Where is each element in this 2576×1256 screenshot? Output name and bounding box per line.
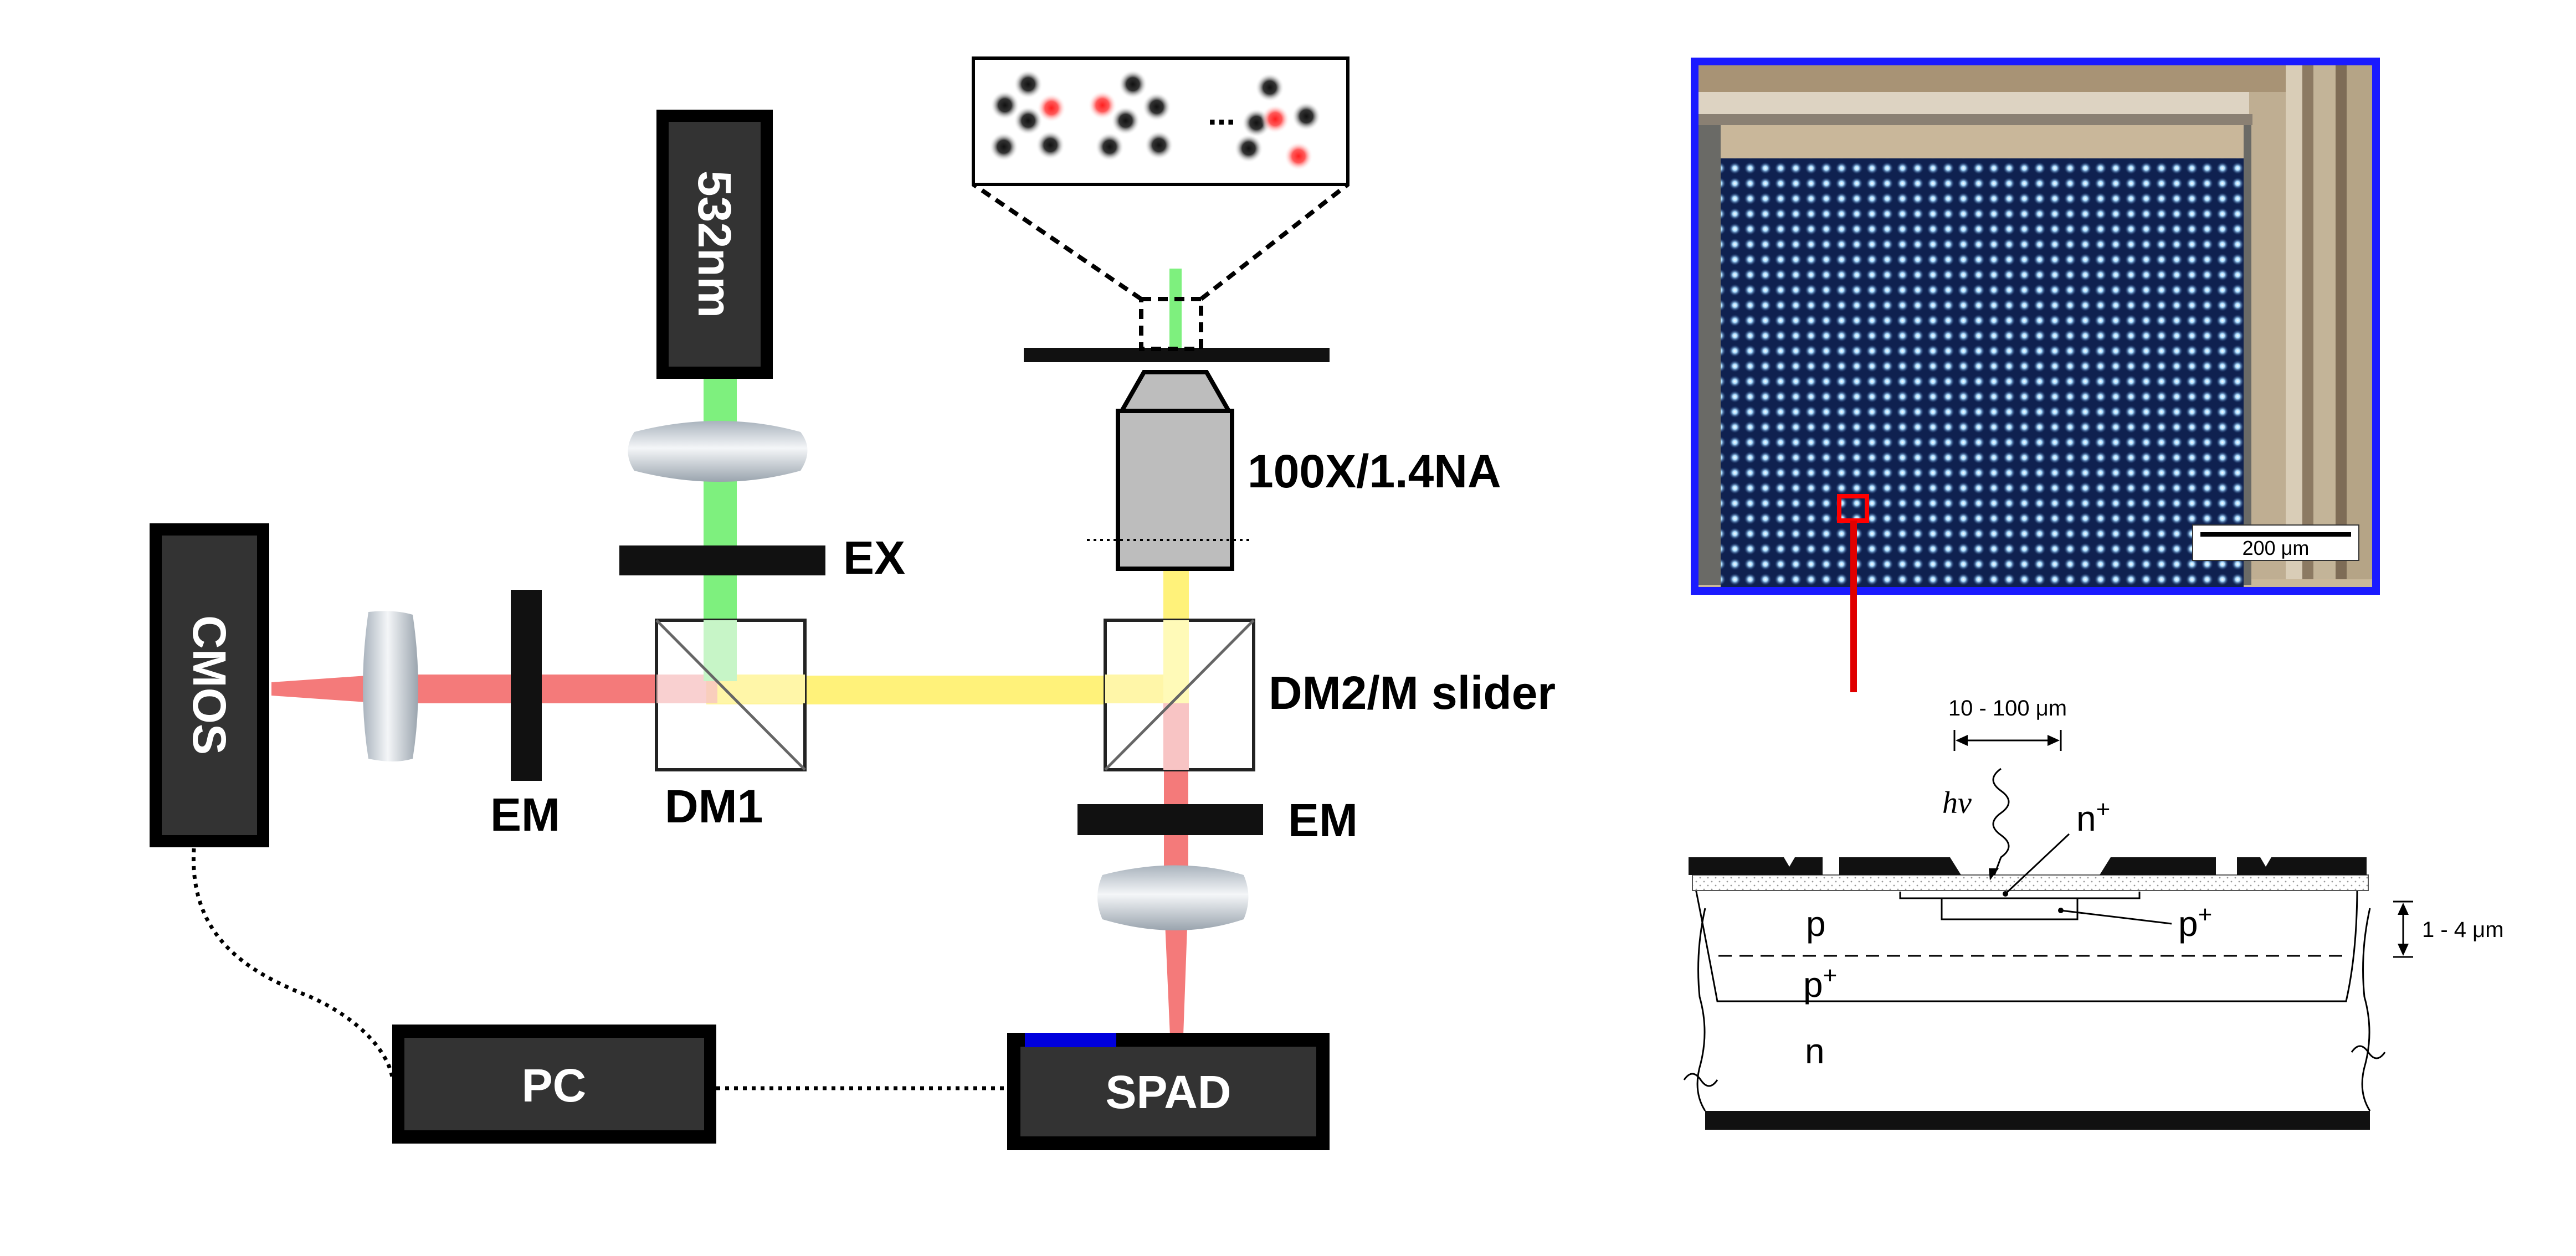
spad-label: SPAD — [1105, 1066, 1231, 1118]
dm1-cube — [655, 619, 807, 771]
objective — [1087, 370, 1253, 571]
red-beam-cmos — [271, 675, 656, 703]
dm2-cube — [1104, 619, 1255, 771]
objective-label: 100X/1.4NA — [1248, 445, 1501, 497]
n-region-label: n — [1805, 1031, 1825, 1071]
p-plus-layer-label: p+ — [1803, 962, 1837, 1005]
width-dimension-label: 10 - 100 μm — [1948, 696, 2067, 720]
laser-label: 532nm — [689, 171, 741, 318]
emission-filter-right — [1077, 804, 1263, 835]
spad-array-micrograph: 200 μm — [1691, 58, 2380, 595]
em-left-label: EM — [490, 789, 560, 841]
lens-cmos — [363, 611, 418, 761]
dm1-label: DM1 — [665, 780, 763, 832]
spad-cross-section: 10 - 100 μm 1 - 4 μm hν n+ p+ p p+ n — [1666, 692, 2508, 1135]
pc-label: PC — [522, 1059, 587, 1111]
n-plus-label: n+ — [2076, 796, 2110, 838]
lens-excitation — [628, 421, 808, 482]
lens-spad — [1097, 865, 1249, 930]
laser-box: 532nm — [656, 110, 773, 379]
bottom-contact — [1705, 1111, 2370, 1130]
spad-box: SPAD — [1007, 1033, 1330, 1150]
p-plus-junction-label: p+ — [2178, 901, 2212, 944]
spad-stripe — [1025, 1033, 1116, 1047]
depth-dimension-label: 1 - 4 μm — [2422, 918, 2504, 942]
cmos-box: CMOS — [150, 523, 269, 847]
em-right-label: EM — [1288, 794, 1358, 846]
pixel-array — [1721, 158, 2244, 587]
cable-cmos-pc — [191, 848, 394, 1078]
dm2-label: DM2/M slider — [1269, 667, 1556, 719]
ex-label: EX — [843, 532, 905, 584]
ellipsis-label: ... — [1208, 95, 1235, 132]
scale-bar-label: 200 μm — [2243, 537, 2310, 559]
emission-filter-left — [511, 590, 542, 781]
pc-box: PC — [392, 1025, 716, 1144]
p-region-label: p — [1806, 904, 1826, 944]
excitation-filter — [619, 545, 825, 575]
green-beam-sample — [1169, 269, 1182, 349]
yellow-beam-vertical — [1163, 568, 1189, 629]
photon-label: hν — [1942, 786, 1972, 820]
green-beam — [704, 377, 737, 623]
cmos-label: CMOS — [183, 615, 235, 755]
sample-zoom: ... — [972, 56, 1349, 351]
